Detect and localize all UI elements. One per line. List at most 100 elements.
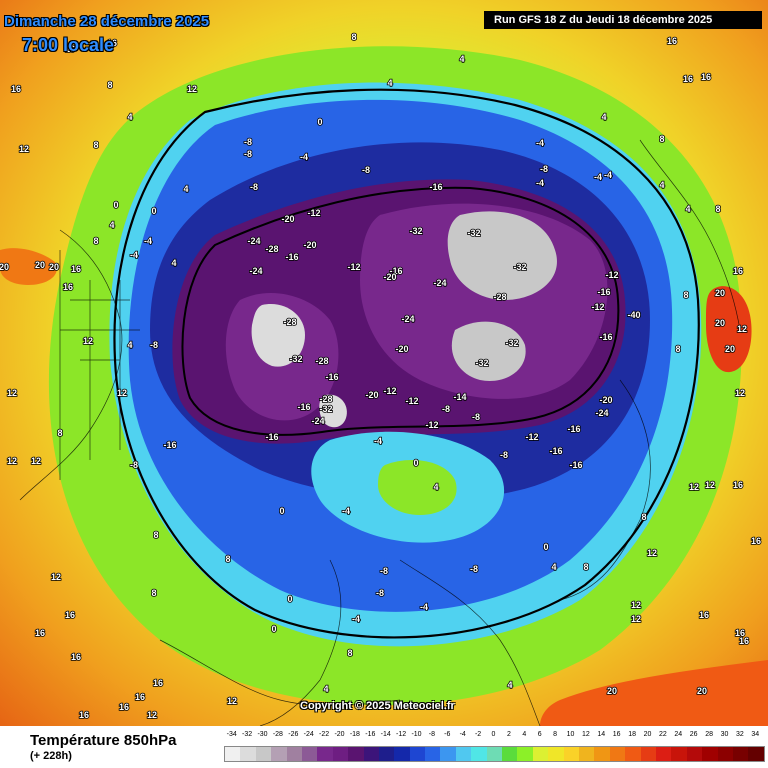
isotherm-value-label: -20 <box>365 390 378 400</box>
scale-value-label: 24 <box>674 731 682 738</box>
scale-swatch <box>287 747 302 761</box>
isotherm-value-label: -24 <box>433 278 446 288</box>
isotherm-value-label: -32 <box>475 358 488 368</box>
isotherm-value-label: -28 <box>493 292 506 302</box>
lead-time: (+ 228h) <box>30 750 72 762</box>
scale-value-label: -22 <box>319 731 329 738</box>
isotherm-value-label: 8 <box>225 554 230 564</box>
isotherm-value-label: 12 <box>7 456 17 466</box>
isotherm-value-label: 20 <box>715 318 725 328</box>
isotherm-value-label: -20 <box>599 395 612 405</box>
scale-swatch <box>364 747 379 761</box>
scale-value-label: 0 <box>492 731 496 738</box>
scale-value-label: 12 <box>582 731 590 738</box>
scale-value-label: -4 <box>460 731 466 738</box>
scale-swatch <box>671 747 686 761</box>
isotherm-value-label: 8 <box>93 140 98 150</box>
scale-value-label: 2 <box>507 731 511 738</box>
forecast-local-time: 7:00 locale <box>22 36 114 54</box>
scale-swatch <box>702 747 717 761</box>
isotherm-value-label: -32 <box>513 262 526 272</box>
isotherm-value-label: 16 <box>683 74 693 84</box>
isotherm-value-label: -24 <box>249 266 262 276</box>
isotherm-value-label: 0 <box>543 542 548 552</box>
scale-swatch <box>440 747 455 761</box>
scale-value-label: 6 <box>538 731 542 738</box>
isotherm-value-label: -4 <box>130 250 138 260</box>
scale-value-label: -32 <box>242 731 252 738</box>
parameter-name: Température 850hPa <box>30 732 176 749</box>
isotherm-value-label: -28 <box>283 317 296 327</box>
isotherm-value-label: 16 <box>153 678 163 688</box>
isotherm-value-label: 8 <box>715 204 720 214</box>
scale-swatch <box>487 747 502 761</box>
scale-value-label: -12 <box>396 731 406 738</box>
isotherm-value-label: 16 <box>135 692 145 702</box>
isotherm-value-label: 12 <box>647 548 657 558</box>
isotherm-value-label: 8 <box>683 290 688 300</box>
scale-value-label: 8 <box>553 731 557 738</box>
scale-value-label: 28 <box>705 731 713 738</box>
isotherm-value-label: -8 <box>376 588 384 598</box>
scale-swatch <box>533 747 548 761</box>
isotherm-value-label: -24 <box>401 314 414 324</box>
isotherm-value-label: 16 <box>63 282 73 292</box>
isotherm-value-label: -16 <box>429 182 442 192</box>
scale-value-label: 32 <box>736 731 744 738</box>
isotherm-value-label: 16 <box>733 266 743 276</box>
isotherm-value-label: -8 <box>380 566 388 576</box>
isotherm-value-label: 12 <box>705 480 715 490</box>
isotherm-value-label: -4 <box>374 436 382 446</box>
isotherm-value-label: 12 <box>187 84 197 94</box>
isotherm-value-label: 12 <box>737 324 747 334</box>
map-canvas: 16 16 16 12 8 4 12 8 4 0 8 4 4 0 -8 -8 -4 -8 -8 -16 -12 -20 -2… <box>0 0 768 726</box>
scale-value-label: 34 <box>751 731 759 738</box>
isotherm-value-label: 8 <box>583 562 588 572</box>
isotherm-value-label: 12 <box>735 388 745 398</box>
isotherm-value-label: 8 <box>659 134 664 144</box>
isotherm-value-label: -8 <box>362 165 370 175</box>
isotherm-value-label: -12 <box>525 432 538 442</box>
isotherm-value-label: -8 <box>500 450 508 460</box>
scale-value-label: -14 <box>381 731 391 738</box>
scale-value-label: 16 <box>613 731 621 738</box>
isotherm-value-label: -16 <box>597 287 610 297</box>
isotherm-value-label: 12 <box>117 388 127 398</box>
isotherm-value-label: -8 <box>470 564 478 574</box>
isotherm-value-label: -8 <box>130 460 138 470</box>
isotherm-value-label: -12 <box>307 208 320 218</box>
isotherm-value-label: 4 <box>659 180 664 190</box>
scale-value-label: -34 <box>227 731 237 738</box>
scale-value-label: -8 <box>429 731 435 738</box>
isotherm-value-label: 4 <box>127 112 132 122</box>
scale-value-label: -16 <box>365 731 375 738</box>
isotherm-value-label: 0 <box>271 624 276 634</box>
isotherm-value-label: -32 <box>467 228 480 238</box>
isotherm-value-label: 4 <box>459 54 464 64</box>
isotherm-value-label: -32 <box>289 354 302 364</box>
forecast-date: Dimanche 28 décembre 2025 <box>4 14 209 29</box>
isotherm-value-label: 20 <box>49 262 59 272</box>
isotherm-value-label: -8 <box>540 164 548 174</box>
scale-value-label: 26 <box>690 731 698 738</box>
isotherm-value-label: 4 <box>685 204 690 214</box>
isotherm-value-label: -40 <box>627 310 640 320</box>
isotherm-value-label: -8 <box>244 149 252 159</box>
scale-swatch <box>548 747 563 761</box>
isotherm-value-label: 16 <box>701 72 711 82</box>
scale-value-label: 30 <box>721 731 729 738</box>
scale-swatch <box>564 747 579 761</box>
isotherm-value-label: 4 <box>109 220 114 230</box>
isotherm-value-label: 8 <box>93 236 98 246</box>
isotherm-value-label: 12 <box>31 456 41 466</box>
isotherm-value-label: -8 <box>244 137 252 147</box>
scale-swatch <box>656 747 671 761</box>
scale-value-label: 4 <box>522 731 526 738</box>
scale-swatch <box>748 747 763 761</box>
isotherm-value-label: -16 <box>163 440 176 450</box>
isotherm-value-label: 16 <box>699 610 709 620</box>
isotherm-value-label: 8 <box>107 80 112 90</box>
scale-swatch <box>610 747 625 761</box>
isotherm-value-label: 8 <box>57 428 62 438</box>
isotherm-value-label: 16 <box>71 652 81 662</box>
